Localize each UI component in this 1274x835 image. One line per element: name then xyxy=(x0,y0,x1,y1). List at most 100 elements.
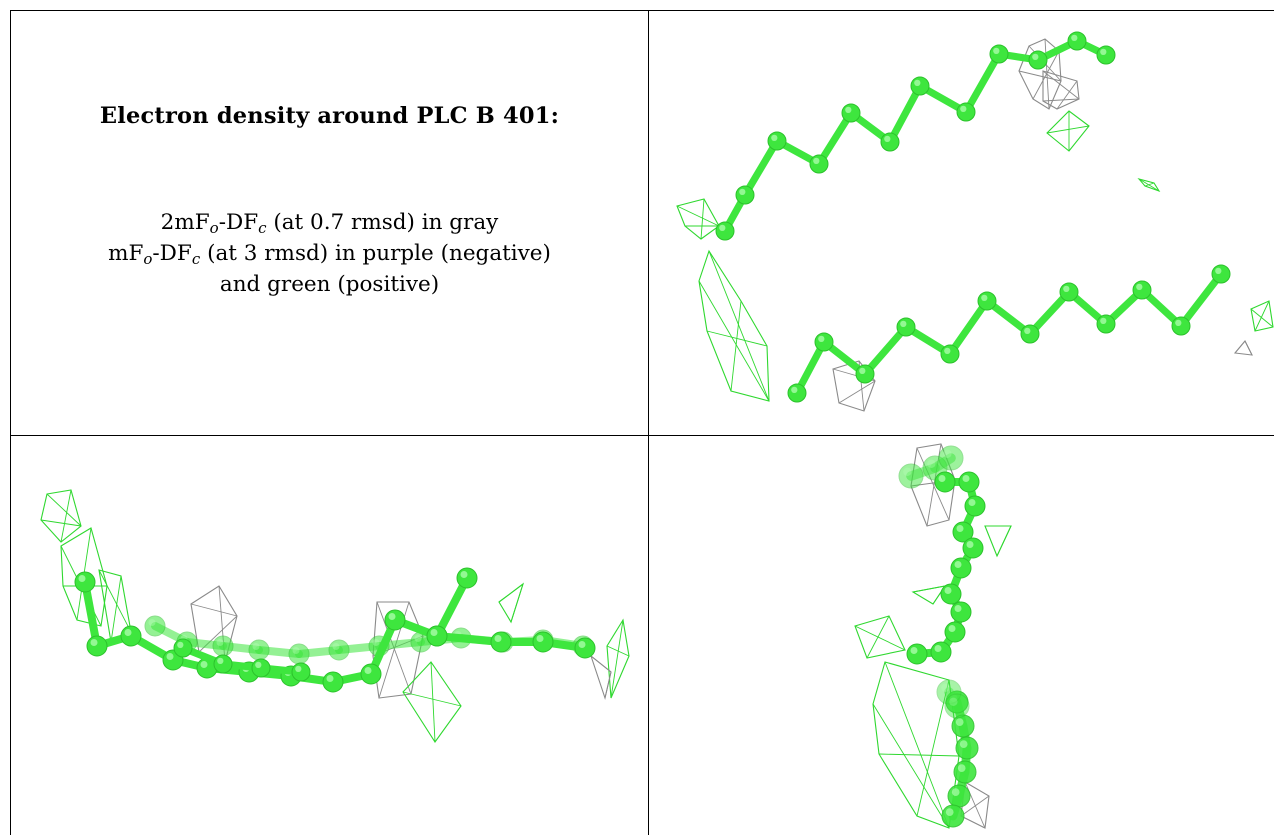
atom-highlight xyxy=(292,647,300,654)
density-mesh-green-edge xyxy=(884,661,950,829)
atom xyxy=(490,631,512,653)
atom-highlight xyxy=(910,647,918,654)
atom-highlight xyxy=(962,475,970,482)
density-mesh-green-edge xyxy=(60,489,72,543)
atom xyxy=(120,625,142,647)
atom-highlight xyxy=(124,629,132,636)
table-row-divider xyxy=(10,435,1274,436)
density-mesh-gray xyxy=(1042,70,1080,110)
density-mesh-green-edge xyxy=(510,583,524,623)
atom-highlight xyxy=(1032,53,1039,60)
density-mesh-green-edge xyxy=(872,703,950,829)
atom xyxy=(962,537,984,559)
atom xyxy=(944,693,970,719)
atom-highlight xyxy=(934,645,942,652)
atom-highlight xyxy=(536,635,544,642)
atom xyxy=(384,609,406,631)
bond xyxy=(946,297,991,358)
density-mesh-gray-edge xyxy=(916,447,950,521)
atom xyxy=(953,760,977,784)
density-mesh-gray-edge xyxy=(1042,70,1080,100)
atom xyxy=(248,639,270,661)
atom-highlight xyxy=(813,157,820,165)
density-mesh-gray-edge xyxy=(1042,98,1080,102)
density-mesh-green-edge xyxy=(698,280,770,402)
caption-line-3: and green (positive) xyxy=(219,272,440,297)
bond xyxy=(433,632,505,646)
atom-highlight xyxy=(332,643,340,650)
atom xyxy=(898,463,924,489)
atom-highlight xyxy=(949,694,958,702)
molecule-render-bottom-right xyxy=(854,443,1012,829)
atom-highlight xyxy=(1100,317,1107,324)
atom xyxy=(291,662,311,682)
density-mesh-green-edge xyxy=(110,575,122,643)
atom-highlight xyxy=(845,106,852,113)
atom-highlight xyxy=(954,605,962,612)
density-mesh-green-edge xyxy=(912,585,946,593)
atom-highlight xyxy=(372,639,380,646)
atom xyxy=(1171,316,1191,336)
atom-highlight xyxy=(719,224,726,232)
atom xyxy=(910,76,930,96)
atom-highlight xyxy=(252,643,260,650)
density-mesh-green xyxy=(1046,110,1090,152)
density-mesh-gray-edge xyxy=(604,671,612,699)
atom xyxy=(1028,50,1048,70)
density-mesh-green-edge xyxy=(706,330,768,347)
atom xyxy=(787,383,807,403)
atom xyxy=(956,102,976,122)
atom-highlight xyxy=(1024,327,1031,334)
density-mesh-green-edge xyxy=(46,493,82,527)
atom xyxy=(950,557,972,579)
atom xyxy=(86,635,108,657)
density-mesh-green xyxy=(40,489,82,543)
density-mesh-green-edge xyxy=(430,661,436,743)
density-mesh-gray-edge xyxy=(190,603,238,617)
atom xyxy=(735,185,755,205)
atom xyxy=(855,364,875,384)
molecule-render-bottom-left xyxy=(40,489,630,743)
density-mesh-green-edge xyxy=(996,525,1012,557)
atom xyxy=(532,631,554,653)
density-mesh-green-edge xyxy=(402,691,462,707)
atom-highlight xyxy=(739,188,746,196)
atom xyxy=(144,615,166,637)
atom xyxy=(251,658,271,678)
atom xyxy=(322,671,344,693)
atom-highlight xyxy=(1215,267,1222,274)
atom-highlight xyxy=(1100,48,1107,55)
atom xyxy=(1059,282,1079,302)
atom xyxy=(1020,324,1040,344)
density-mesh-green-edge xyxy=(1144,182,1155,187)
atom xyxy=(1067,31,1087,51)
bond xyxy=(861,323,910,378)
density-mesh-green xyxy=(606,618,630,699)
density-mesh-gray-edge xyxy=(1032,50,1060,100)
atom-highlight xyxy=(414,635,422,642)
atom xyxy=(288,643,310,665)
density-mesh-green-edge xyxy=(1046,125,1090,134)
atom xyxy=(715,221,735,241)
density-mesh-gray xyxy=(1018,38,1062,110)
density-mesh-gray-edge xyxy=(590,655,612,673)
atom xyxy=(930,641,952,663)
atom-highlight xyxy=(388,613,396,620)
molecule-view-bottom-left xyxy=(11,436,648,835)
molecule-render-top-right xyxy=(676,31,1274,412)
atom xyxy=(574,637,596,659)
atom-highlight xyxy=(959,740,968,748)
molecule-view-bottom-right xyxy=(649,436,1274,835)
atom-highlight xyxy=(791,386,798,393)
atom-highlight xyxy=(771,134,778,141)
atom xyxy=(896,317,916,337)
atom xyxy=(880,132,900,152)
atom xyxy=(360,663,382,685)
density-mesh-green-edge xyxy=(866,615,890,659)
density-mesh-green-edge xyxy=(1254,300,1270,332)
density-mesh-gray-edge xyxy=(960,795,990,817)
atom-highlight xyxy=(955,718,964,726)
atom-highlight xyxy=(981,294,988,301)
density-mesh-gray-edge xyxy=(1018,70,1062,82)
atom xyxy=(977,291,997,311)
